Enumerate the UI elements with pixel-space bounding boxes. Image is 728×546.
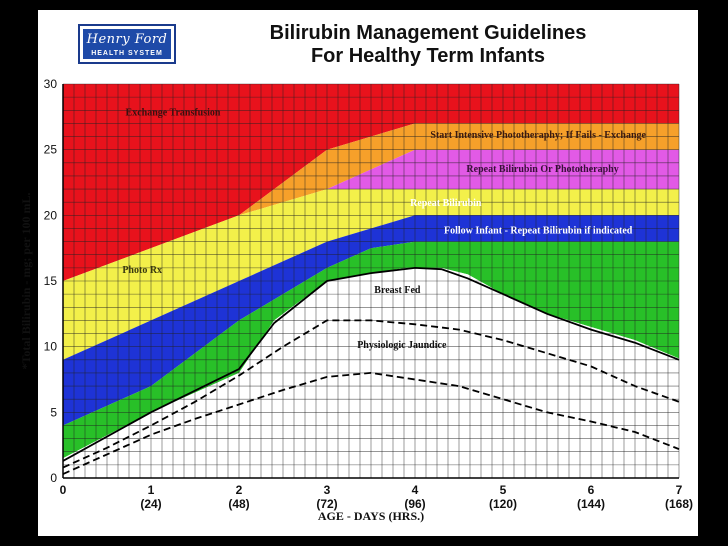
- grid-layer: [62, 83, 680, 479]
- x-tick-hours-label: (168): [665, 497, 693, 511]
- y-axis-title: *Total Bilirubin - mg; per 100 mL.: [19, 192, 33, 369]
- x-tick-hours-label: (72): [316, 497, 337, 511]
- x-tick-label: 2: [236, 483, 243, 497]
- y-tick-label: 10: [44, 340, 58, 354]
- logo-background: Henry Ford HEALTH SYSTEM: [83, 29, 171, 59]
- y-tick-label: 15: [44, 274, 58, 288]
- curve-physiologic-upper: [62, 319, 680, 469]
- label-exchange: Exchange Transfusion: [126, 108, 221, 119]
- x-tick-label: 4: [412, 483, 419, 497]
- x-tick-label: 3: [324, 483, 331, 497]
- curve-breast-fed: [62, 266, 680, 462]
- curve-physiologic-lower: [62, 371, 680, 475]
- x-tick-hours-label: (120): [489, 497, 517, 511]
- page-title: Bilirubin Management Guidelines For Heal…: [198, 22, 658, 68]
- x-tick-label: 1: [148, 483, 155, 497]
- x-axis-title: AGE - DAYS (HRS.): [318, 509, 424, 523]
- logo-script: Henry Ford: [86, 32, 168, 47]
- title-line-2: For Healthy Term Infants: [310, 45, 546, 67]
- y-tick-label: 20: [44, 208, 58, 222]
- label-layer: Exchange Transfusion Start Intensive Phot…: [122, 108, 646, 351]
- y-tick-label: 5: [50, 405, 57, 419]
- curve-layer: [62, 266, 680, 475]
- x-tick-hours-label: (144): [577, 497, 605, 511]
- label-repeat-photo: Repeat Bilirubin Or Phototheraphy: [466, 164, 618, 175]
- x-tick-label: 0: [60, 483, 67, 497]
- label-breast-fed: Breast Fed: [374, 285, 421, 296]
- x-tick-label: 7: [676, 483, 683, 497]
- label-repeat: Repeat Bilirubin: [410, 198, 482, 209]
- label-photo-rx: Photo Rx: [122, 265, 162, 276]
- henry-ford-logo: Henry Ford HEALTH SYSTEM: [78, 24, 176, 64]
- y-tick-label: 0: [50, 471, 57, 485]
- x-tick-hours-label: (24): [140, 497, 161, 511]
- y-tick-label: 25: [44, 143, 58, 157]
- label-follow: Follow Infant - Repeat Bilirubin if indi…: [444, 226, 633, 237]
- x-tick-label: 5: [500, 483, 507, 497]
- x-tick-hours-label: (96): [404, 497, 425, 511]
- title-line-1: Bilirubin Management Guidelines: [269, 22, 587, 44]
- x-tick-label: 6: [588, 483, 595, 497]
- y-tick-label: 30: [44, 77, 58, 91]
- x-tick-hours-label: (48): [228, 497, 249, 511]
- logo-subtext: HEALTH SYSTEM: [91, 50, 163, 57]
- label-physiologic: Physiologic Jaundice: [357, 340, 447, 351]
- label-intensive: Start Intensive Phototheraphy; If Fails …: [430, 130, 646, 141]
